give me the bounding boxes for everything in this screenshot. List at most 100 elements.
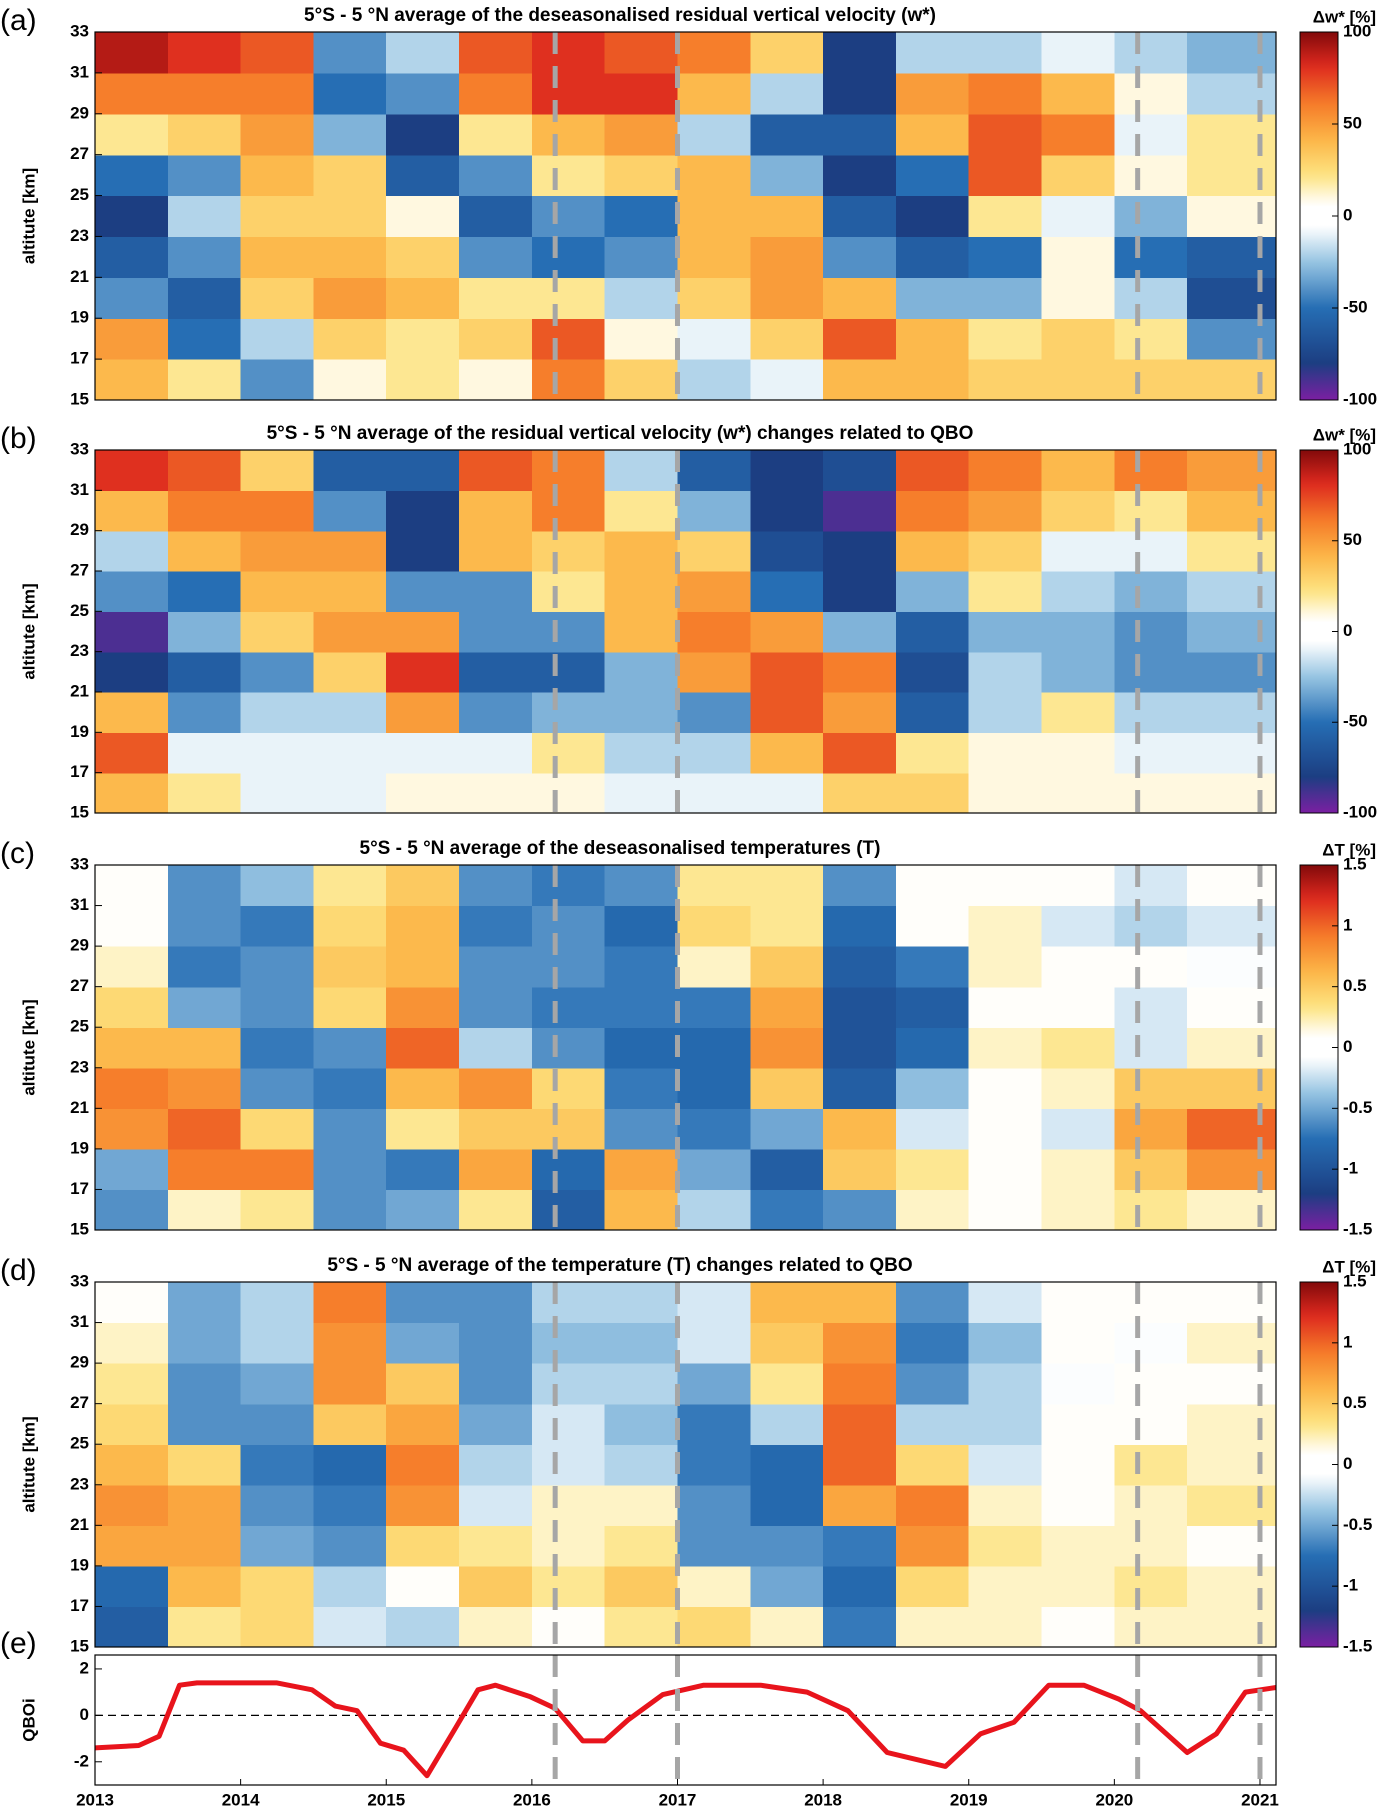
heatmap-cell	[459, 277, 533, 319]
heatmap-cell	[386, 359, 460, 401]
heatmap-cell	[677, 571, 751, 612]
heatmap-cell	[95, 905, 169, 947]
heatmap-cell	[604, 1363, 679, 1405]
heatmap-cell	[750, 359, 824, 401]
heatmap-cell	[604, 732, 679, 774]
heatmap-cell	[95, 611, 169, 653]
heatmap-cell	[823, 772, 897, 814]
heatmap-cell	[531, 611, 606, 653]
heatmap-cell	[823, 236, 897, 278]
heatmap-cell	[386, 236, 460, 278]
heatmap-cell	[823, 1444, 897, 1486]
heatmap-cell	[677, 359, 751, 401]
heatmap-cell	[240, 32, 315, 74]
heatmap-cell	[386, 1606, 460, 1648]
heatmap-cell	[531, 236, 606, 278]
heatmap-cell	[968, 450, 1043, 491]
heatmap-cell	[1114, 1444, 1188, 1486]
heatmap-cell	[95, 318, 169, 360]
heatmap-cell	[531, 1189, 606, 1231]
heatmap-cell	[677, 1148, 751, 1191]
heatmap-cell	[531, 1444, 606, 1486]
heatmap-cell	[95, 571, 169, 612]
heatmap-cell	[95, 1108, 169, 1150]
heatmap-cell	[750, 1363, 824, 1405]
heatmap-cell	[823, 611, 897, 653]
colorbar-label: Δw* [%]	[1313, 425, 1376, 444]
heatmap-cell	[1114, 772, 1188, 814]
panel: 100 50 0 -50 -100 Δw* [%] 5°S - 5 °N average o…	[0, 422, 1377, 822]
heatmap-cell	[95, 865, 169, 907]
heatmap-cell	[459, 154, 533, 197]
heatmap-cell	[604, 1525, 679, 1567]
heatmap-cell	[1114, 1027, 1188, 1069]
y-tick-label: 21	[70, 1098, 89, 1117]
heatmap-cell	[240, 865, 315, 907]
heatmap-cell	[167, 1282, 242, 1324]
heatmap-cell	[240, 772, 315, 814]
heatmap-cell	[1041, 946, 1115, 988]
heatmap-cell	[604, 277, 679, 319]
heatmap-cell	[823, 651, 897, 693]
heatmap-cell	[167, 1027, 242, 1069]
panel-title: 5°S - 5 °N average of the temperature (T…	[327, 1255, 912, 1276]
colorbar-tick-label: 0.5	[1343, 976, 1367, 995]
y-tick-label: 17	[70, 762, 89, 781]
heatmap-cell	[459, 571, 533, 612]
x-tick-label: 2014	[222, 1790, 260, 1809]
heatmap-cell	[313, 359, 387, 401]
heatmap-cell	[1041, 1484, 1115, 1526]
heatmap-cell	[895, 32, 970, 74]
heatmap-cell	[240, 905, 315, 947]
heatmap-cell	[604, 113, 679, 156]
heatmap-cell	[968, 1525, 1043, 1567]
heatmap-cell	[1114, 905, 1188, 947]
heatmap-cell	[531, 732, 606, 774]
heatmap-cell	[167, 1189, 242, 1231]
heatmap-cell	[1041, 1363, 1115, 1405]
heatmap-cell	[1114, 1606, 1188, 1648]
heatmap-cell	[240, 1403, 315, 1445]
heatmap-cell	[167, 490, 242, 532]
heatmap-cell	[1114, 72, 1188, 115]
heatmap-cell	[459, 732, 533, 774]
heatmap-cell	[677, 692, 751, 733]
heatmap-cell	[167, 1565, 242, 1608]
panel-label: (e)	[0, 1627, 37, 1660]
heatmap-cell	[313, 113, 387, 156]
heatmap-cell	[677, 651, 751, 693]
heatmap-cell	[1187, 1067, 1277, 1109]
heatmap-cell	[1114, 1322, 1188, 1364]
heatmap-cell	[313, 1525, 387, 1567]
heatmap-cell	[604, 154, 679, 197]
heatmap-cell	[313, 236, 387, 278]
heatmap-cell	[240, 692, 315, 733]
heatmap-cell	[1187, 1525, 1277, 1567]
heatmap-cell	[895, 154, 970, 197]
heatmap-cell	[604, 692, 679, 733]
heatmap-cell	[604, 1484, 679, 1526]
heatmap-cell	[895, 359, 970, 401]
heatmap-cell	[1187, 1565, 1277, 1608]
heatmap-cell	[1041, 195, 1115, 238]
heatmap-cell	[95, 986, 169, 1028]
heatmap-cell	[823, 732, 897, 774]
heatmap-cell	[240, 1027, 315, 1069]
heatmap-cell	[895, 651, 970, 693]
heatmap-cell	[1114, 1189, 1188, 1231]
y-tick-label: 21	[70, 681, 89, 700]
heatmap-cell	[604, 236, 679, 278]
heatmap-cell	[604, 1027, 679, 1069]
heatmap-cell	[1187, 1189, 1277, 1231]
heatmap-cell	[459, 318, 533, 360]
heatmap-cell	[677, 1525, 751, 1567]
heatmap-cell	[386, 1444, 460, 1486]
heatmap-cell	[604, 772, 679, 814]
heatmap-cell	[167, 986, 242, 1028]
heatmap-cell	[1041, 651, 1115, 693]
heatmap-cell	[240, 986, 315, 1028]
y-tick-label: 33	[70, 439, 89, 458]
colorbar-tick-label: -1	[1343, 1159, 1358, 1178]
colorbar-tick-label: 1	[1343, 1332, 1352, 1351]
heatmap-cell	[823, 1067, 897, 1109]
